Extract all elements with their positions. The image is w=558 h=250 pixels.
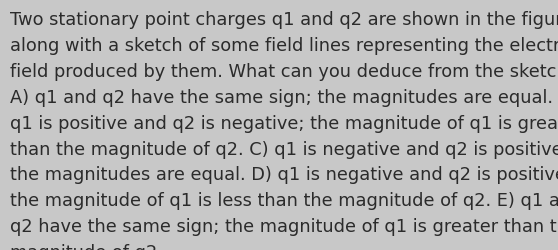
Text: magnitude of q2.: magnitude of q2. (10, 243, 163, 250)
Text: Two stationary point charges q1 and q2 are shown in the figure: Two stationary point charges q1 and q2 a… (10, 11, 558, 29)
Text: the magnitudes are equal. D) q1 is negative and q2 is positive;: the magnitudes are equal. D) q1 is negat… (10, 166, 558, 184)
Text: along with a sketch of some field lines representing the electric: along with a sketch of some field lines … (10, 37, 558, 55)
Text: q2 have the same sign; the magnitude of q1 is greater than the: q2 have the same sign; the magnitude of … (10, 217, 558, 235)
Text: the magnitude of q1 is less than the magnitude of q2. E) q1 and: the magnitude of q1 is less than the mag… (10, 192, 558, 210)
Text: field produced by them. What can you deduce from the sketch?: field produced by them. What can you ded… (10, 63, 558, 81)
Text: A) q1 and q2 have the same sign; the magnitudes are equal. B): A) q1 and q2 have the same sign; the mag… (10, 88, 558, 106)
Text: q1 is positive and q2 is negative; the magnitude of q1 is greater: q1 is positive and q2 is negative; the m… (10, 114, 558, 132)
Text: than the magnitude of q2. C) q1 is negative and q2 is positive;: than the magnitude of q2. C) q1 is negat… (10, 140, 558, 158)
